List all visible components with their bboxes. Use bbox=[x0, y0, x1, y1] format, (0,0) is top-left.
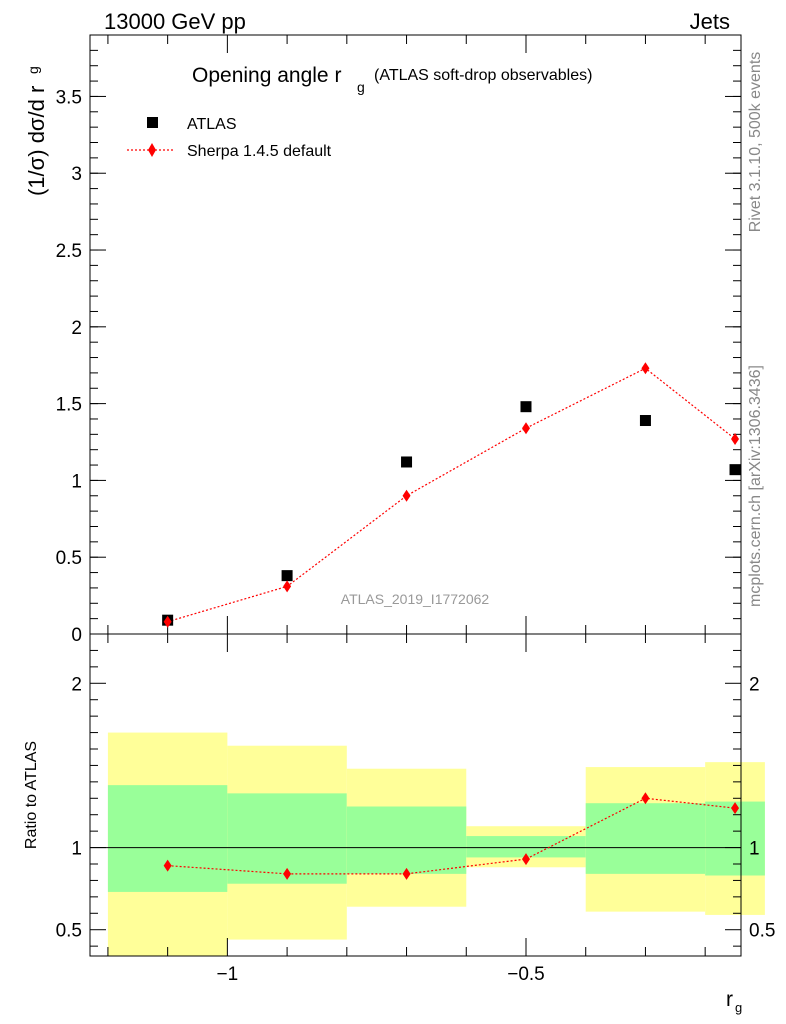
y-label-sub: g bbox=[25, 66, 41, 74]
y-tick-label: 2.5 bbox=[56, 241, 82, 262]
atlas-point bbox=[401, 456, 413, 468]
atlas-point bbox=[281, 570, 293, 582]
atlas-point bbox=[639, 415, 651, 427]
ratio-point bbox=[521, 853, 530, 866]
x-axis-label: r g bbox=[726, 988, 742, 1015]
ratio-y-tick-label-right: 1 bbox=[749, 839, 760, 860]
y-tick-label: 3.5 bbox=[56, 87, 82, 108]
x-label-main: r bbox=[726, 988, 733, 1011]
sherpa-line bbox=[167, 367, 736, 623]
chart-title: Opening angle r g (ATLAS soft-drop obser… bbox=[192, 64, 592, 95]
legend: ATLAS Sherpa 1.4.5 default bbox=[127, 116, 332, 160]
ratio-band-inner-4 bbox=[585, 803, 706, 874]
legend-marker-sherpa bbox=[148, 143, 156, 157]
title-sub: g bbox=[357, 79, 365, 95]
ratio-band-inner-3 bbox=[466, 836, 586, 858]
y-tick-label: 0.5 bbox=[56, 548, 82, 569]
sherpa-point bbox=[641, 362, 650, 375]
atlas-point bbox=[729, 464, 741, 476]
ratio-point bbox=[731, 802, 740, 815]
watermark: ATLAS_2019_I1772062 bbox=[341, 591, 490, 607]
ratio-band-inner-2 bbox=[346, 806, 467, 874]
ratio-point bbox=[163, 859, 172, 872]
ratio-plot: 0.5 0.5 1 1 2 2 −1 −0.5 bbox=[56, 633, 775, 985]
ratio-y-tick-label-right: 0.5 bbox=[749, 921, 775, 942]
mcplots-label: mcplots.cern.ch [arXiv:1306.3436] bbox=[747, 365, 764, 607]
ratio-band-inner-0 bbox=[107, 785, 228, 892]
y-tick-label: 0 bbox=[71, 625, 82, 646]
ratio-point bbox=[283, 867, 292, 880]
ratio-plot-frame bbox=[89, 633, 742, 957]
ratio-y-tick-label: 0.5 bbox=[56, 921, 82, 942]
y-axis-label: (1/σ) dσ/d r g bbox=[24, 66, 49, 196]
ratio-y-label: Ratio to ATLAS bbox=[23, 741, 40, 849]
y-tick-label: 1 bbox=[71, 471, 82, 492]
ratio-point bbox=[402, 867, 411, 880]
legend-label-atlas: ATLAS bbox=[187, 116, 237, 133]
sherpa-point bbox=[521, 422, 530, 435]
title-main: Opening angle r bbox=[192, 64, 341, 87]
sherpa-point bbox=[402, 489, 411, 502]
ratio-y-tick-label: 1 bbox=[71, 839, 82, 860]
main-plot: 0 0.5 1 1.5 2 2.5 3 3.5 bbox=[56, 34, 742, 646]
x-tick-label: −0.5 bbox=[507, 964, 545, 985]
process-label: Jets bbox=[690, 9, 730, 34]
ratio-point bbox=[641, 792, 650, 805]
y-tick-label: 2 bbox=[71, 318, 82, 339]
energy-label: 13000 GeV pp bbox=[104, 9, 246, 34]
ratio-sherpa-line bbox=[167, 797, 736, 875]
ratio-y-tick-label-right: 2 bbox=[749, 674, 760, 695]
y-tick-label: 3 bbox=[71, 164, 82, 185]
y-label-main: (1/σ) dσ/d r bbox=[24, 86, 49, 196]
atlas-point bbox=[520, 401, 532, 413]
x-tick-label: −1 bbox=[217, 964, 239, 985]
ratio-y-tick-label: 2 bbox=[71, 674, 82, 695]
sherpa-point bbox=[731, 432, 740, 445]
legend-marker-atlas bbox=[147, 117, 158, 128]
rivet-label: Rivet 3.1.10, 500k events bbox=[747, 52, 764, 233]
x-label-sub: g bbox=[735, 1000, 742, 1015]
legend-label-sherpa: Sherpa 1.4.5 default bbox=[187, 143, 332, 160]
sherpa-point bbox=[283, 580, 292, 593]
title-suffix: (ATLAS soft-drop observables) bbox=[374, 67, 592, 84]
sherpa-point bbox=[163, 615, 172, 628]
y-tick-label: 1.5 bbox=[56, 395, 82, 416]
